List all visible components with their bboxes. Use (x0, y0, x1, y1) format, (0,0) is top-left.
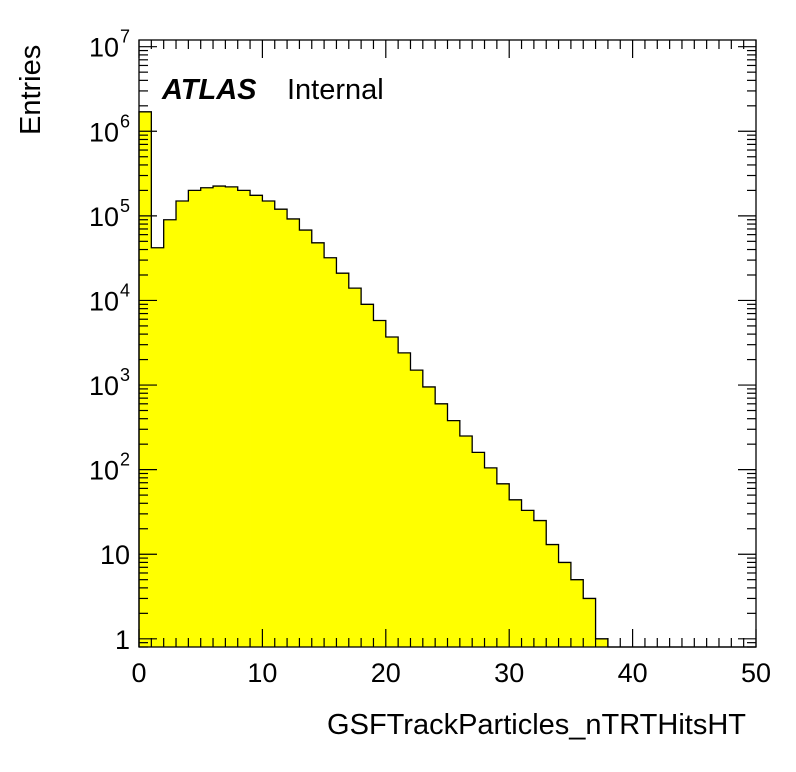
histogram-outline (138, 111, 756, 648)
histogram-bin (459, 435, 473, 647)
y-tick-exponent: 5 (120, 196, 130, 216)
histogram-bin (410, 370, 424, 647)
histogram-bin (447, 420, 461, 647)
histogram-bin (385, 336, 399, 647)
histogram-bin (299, 230, 313, 647)
x-axis-label: GSFTrackParticles_nTRTHitsHT (327, 709, 746, 741)
y-tick-label: 10 (89, 202, 119, 232)
x-tick-label: 0 (131, 658, 146, 688)
histogram-bin (472, 452, 485, 647)
y-axis-label: Entries (15, 45, 47, 135)
histogram-bin (336, 273, 350, 647)
histogram-bin (595, 638, 609, 647)
histogram-bin (583, 598, 596, 647)
x-tick-label: 20 (371, 658, 401, 688)
histogram-bin (509, 499, 522, 647)
histogram-bin (496, 483, 510, 647)
y-tick-label: 10 (89, 33, 119, 63)
histogram-bin (188, 190, 202, 648)
histogram-bin (311, 242, 325, 648)
y-tick-exponent: 4 (120, 280, 130, 300)
y-tick-label: 10 (89, 371, 119, 401)
y-tick-label: 10 (100, 540, 130, 570)
histogram-bin (213, 186, 226, 647)
histogram-bin (262, 200, 276, 648)
histogram-bin (225, 186, 239, 647)
histogram-bin (287, 218, 300, 647)
y-tick-label: 10 (89, 286, 119, 316)
histogram-bin (151, 247, 165, 648)
histogram-bin (422, 386, 436, 647)
histogram-bin (237, 190, 251, 648)
y-tick-exponent: 7 (120, 27, 130, 47)
x-tick-label: 40 (618, 658, 648, 688)
histogram-bin (398, 352, 411, 647)
histogram-bin (139, 111, 152, 647)
axis-ticks (138, 40, 757, 648)
histogram-bin (570, 579, 584, 647)
y-tick-label: 10 (89, 456, 119, 486)
histogram-bin (533, 520, 547, 647)
histogram-bin (176, 200, 189, 648)
atlas-label: ATLAS (161, 74, 257, 106)
histogram-bin (324, 257, 337, 647)
histogram-bin (274, 209, 288, 647)
x-tick-label: 30 (494, 658, 524, 688)
histogram-bin (558, 562, 572, 647)
y-tick-label: 1 (115, 625, 130, 655)
y-tick-label: 10 (89, 117, 119, 147)
histogram-bin (521, 510, 535, 647)
x-tick-label: 50 (741, 658, 771, 688)
histogram-bin (200, 187, 214, 648)
y-tick-exponent: 3 (120, 365, 130, 385)
histogram-bin (373, 320, 387, 647)
histogram-bin (361, 304, 374, 647)
y-tick-exponent: 6 (120, 111, 130, 131)
histogram-bin (348, 288, 362, 647)
x-tick-label: 10 (247, 658, 277, 688)
histogram-bin (435, 403, 448, 647)
internal-label: Internal (287, 74, 384, 106)
histogram-bin (163, 219, 177, 647)
x-tick-labels: 0 10 20 30 40 50 (131, 658, 771, 688)
histogram-bars (139, 111, 609, 648)
histogram-bin (250, 195, 263, 648)
histogram-bin (484, 467, 498, 647)
y-tick-exponent: 2 (120, 450, 130, 470)
histogram-bin (546, 544, 559, 647)
